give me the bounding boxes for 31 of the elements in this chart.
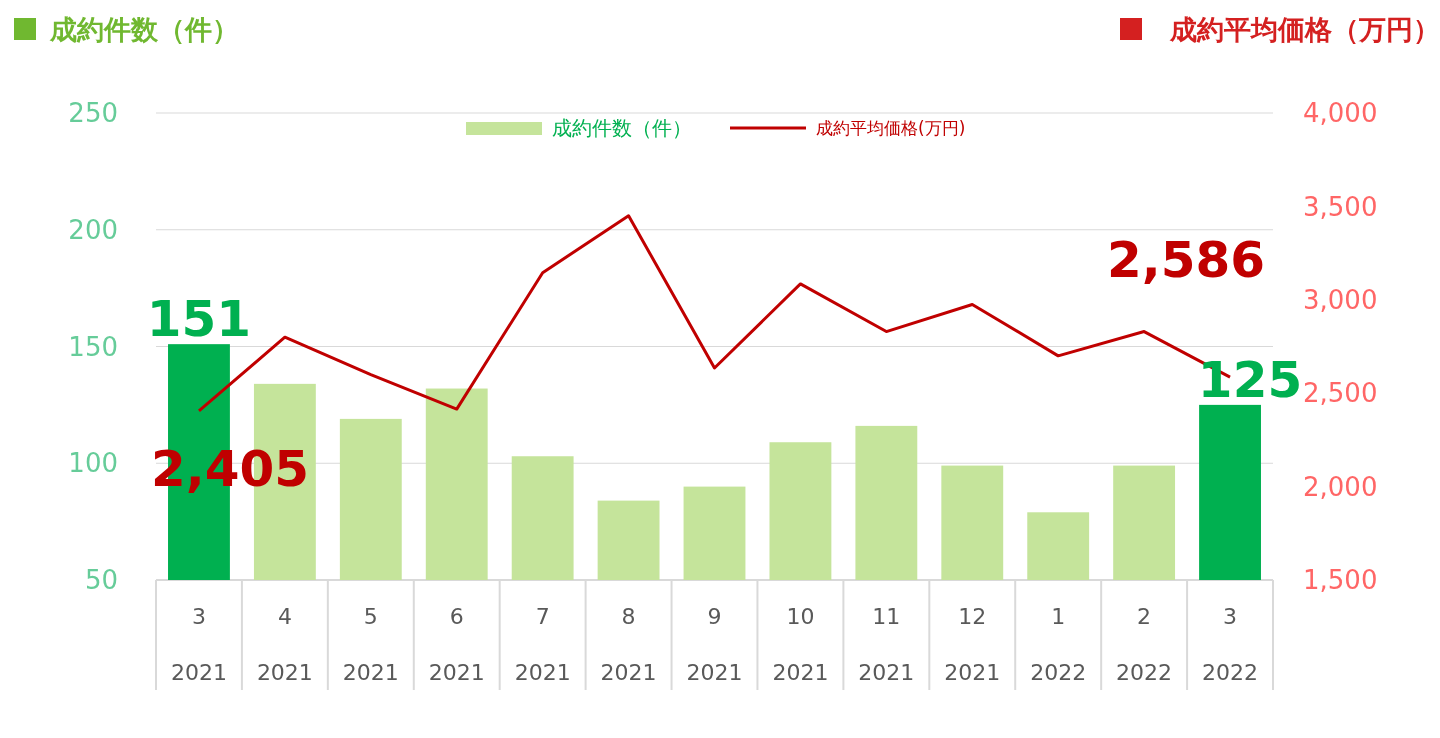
- y2-tick-label: 4,000: [1303, 98, 1378, 129]
- category-label: 6 2021: [428, 603, 485, 685]
- category-label: 9 2021: [686, 603, 743, 685]
- y2-tick-label: 3,000: [1303, 284, 1378, 315]
- y-tick-label: 250: [68, 98, 118, 129]
- category-label: 3 2022: [1202, 603, 1259, 685]
- y2-axis-title: 成約平均価格（万円）: [1169, 14, 1440, 46]
- category-label: 7 2021: [514, 603, 571, 685]
- y-tick-label: 100: [68, 448, 118, 479]
- category-label: 3 2021: [170, 603, 227, 685]
- category-label: 12 2021: [944, 603, 1001, 685]
- y-axis-title: 成約件数（件）: [49, 14, 239, 46]
- category-label: 2 2022: [1116, 603, 1173, 685]
- y2-tick-label: 2,000: [1303, 471, 1378, 502]
- category-label: 5 2021: [342, 603, 399, 685]
- category-label: 11 2021: [858, 603, 915, 685]
- y-tick-label: 50: [84, 565, 118, 596]
- category-label: 1 2022: [1030, 603, 1087, 685]
- category-label: 10 2021: [772, 603, 829, 685]
- y2-tick-label: 2,500: [1303, 378, 1378, 409]
- category-label: 8 2021: [600, 603, 657, 685]
- legend-label: 成約平均価格(万円): [816, 117, 966, 138]
- data-label: 151: [146, 290, 252, 349]
- data-label: 2,586: [1106, 231, 1266, 290]
- y2-tick-label: 1,500: [1303, 565, 1378, 596]
- y2-tick-label: 3,500: [1303, 191, 1378, 222]
- legend-label: 成約件数（件）: [552, 116, 692, 140]
- data-label: 125: [1197, 350, 1303, 409]
- y-tick-label: 150: [68, 331, 118, 362]
- y-tick-label: 200: [68, 214, 118, 245]
- category-label: 4 2021: [256, 603, 313, 685]
